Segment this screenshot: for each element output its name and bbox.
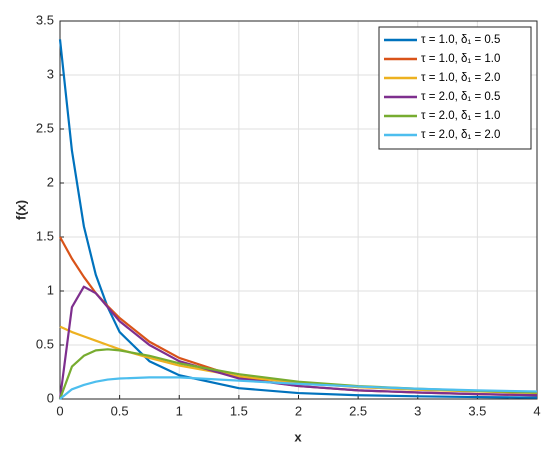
legend-box bbox=[378, 26, 532, 150]
y-tick-label: 1.5 bbox=[36, 228, 54, 243]
x-tick-label: 0.5 bbox=[111, 403, 129, 418]
y-tick-label: 0.5 bbox=[36, 336, 54, 351]
legend-label: τ = 2.0, δ₁ = 2.0 bbox=[421, 129, 500, 141]
y-tick-label: 1 bbox=[47, 282, 54, 297]
y-tick-label: 3.5 bbox=[36, 12, 54, 27]
y-tick-label: 2 bbox=[47, 174, 54, 189]
series-line bbox=[59, 376, 538, 400]
x-tick-label: 4 bbox=[533, 403, 540, 418]
legend-label: τ = 2.0, δ₁ = 1.0 bbox=[421, 110, 500, 122]
y-axis-label: f(x) bbox=[13, 200, 28, 220]
y-tick-label: 3 bbox=[47, 66, 54, 81]
series-line bbox=[58, 39, 538, 399]
legend-label: τ = 1.0, δ₁ = 0.5 bbox=[421, 34, 500, 46]
x-tick-label: 1.5 bbox=[230, 403, 248, 418]
x-tick-label: 2.5 bbox=[349, 403, 367, 418]
x-tick-label: 3.5 bbox=[468, 403, 486, 418]
x-tick-label: 2 bbox=[295, 403, 302, 418]
legend-label: τ = 1.0, δ₁ = 1.0 bbox=[421, 53, 500, 65]
plot-frame bbox=[59, 20, 538, 400]
x-tick-label: 3 bbox=[414, 403, 421, 418]
series-line bbox=[58, 285, 538, 400]
legend-label: τ = 1.0, δ₁ = 2.0 bbox=[421, 72, 500, 84]
x-axis-label: x bbox=[294, 429, 302, 444]
x-tick-label: 0 bbox=[56, 403, 63, 418]
y-tick-label: 2.5 bbox=[36, 120, 54, 135]
x-tick-label: 1 bbox=[176, 403, 183, 418]
y-tick-label: 0 bbox=[47, 390, 54, 405]
legend-label: τ = 2.0, δ₁ = 0.5 bbox=[421, 91, 500, 103]
